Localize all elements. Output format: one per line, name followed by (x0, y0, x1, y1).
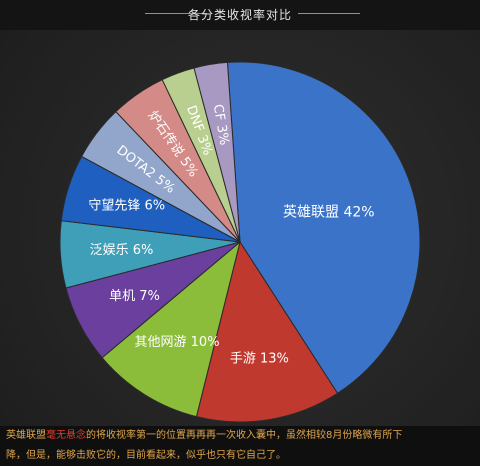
pie-slice-10 (193, 61, 241, 243)
pie-slice-2 (195, 240, 339, 423)
pie-label-5: 泛娱乐 6% (90, 243, 154, 258)
caption-text-b: 的将收视率第一的位置再再再一次收入囊中，虽然相较8月份略微有所下 (86, 430, 403, 441)
watermark-logo (360, 405, 470, 445)
pie-slice-1 (226, 61, 421, 394)
pie-chart: 英雄联盟 42% 手游 13% 其他网游 10% 单机 7% 泛娱乐 6% 守望先锋 6%… (59, 61, 421, 423)
pie-label-4: 单机 7% (109, 289, 160, 304)
caption-line-2: 降，但是，能够击败它的，目前看起来，似乎也只有它自己了。 (6, 450, 286, 461)
pie-label-6: 守望先锋 6% (88, 198, 165, 214)
pie-label-2: 手游 13% (230, 352, 289, 367)
pie-label-10: CF 3% (210, 103, 232, 146)
caption-text-a: 英雄联盟 (6, 430, 46, 441)
caption-line-1: 英雄联盟毫无悬念的将收视率第一的位置再再再一次收入囊中，虽然相较8月份略微有所下 (6, 426, 480, 446)
caption-highlight: 毫无悬念 (46, 430, 86, 441)
caption: 英雄联盟毫无悬念的将收视率第一的位置再再再一次收入囊中，虽然相较8月份略微有所下… (0, 426, 480, 466)
pie-label-3: 其他网游 10% (135, 335, 220, 350)
header-bar: 各分类收视率对比 (0, 0, 480, 30)
pie-label-1: 英雄联盟 42% (283, 203, 375, 220)
title-ornament-right (298, 13, 360, 14)
pie-slice-3 (101, 240, 241, 418)
chart-title: 各分类收视率对比 (187, 8, 292, 22)
title-ornament-left (145, 13, 207, 14)
